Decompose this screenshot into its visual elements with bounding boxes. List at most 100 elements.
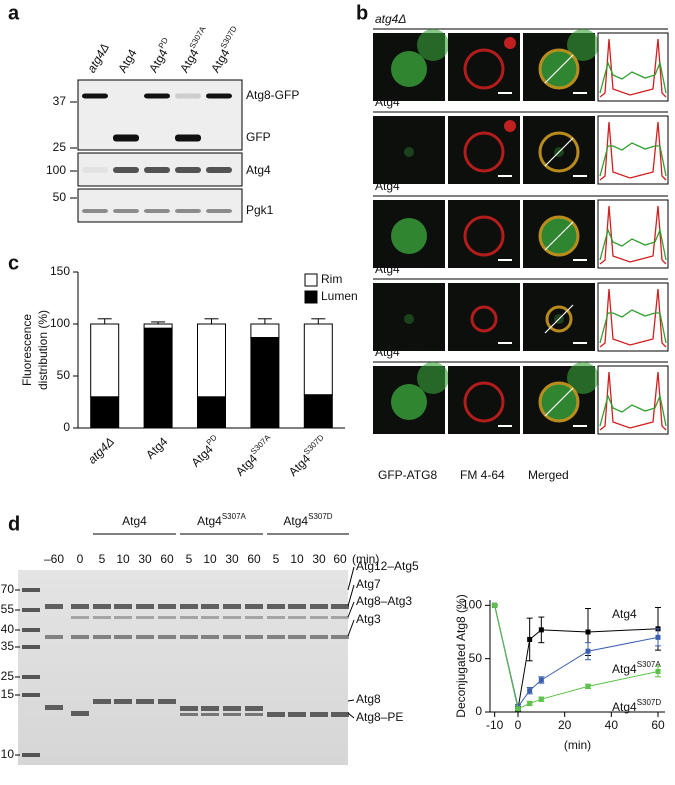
gel-band — [267, 712, 285, 717]
gel-band — [114, 604, 132, 609]
gel-band — [201, 713, 219, 716]
gel-band — [22, 628, 40, 632]
y-tick-label: 150 — [50, 264, 70, 278]
bar-segment — [143, 323, 173, 329]
band — [113, 209, 139, 213]
lane-label: 10 — [290, 552, 304, 566]
gel-band — [201, 635, 219, 639]
gel-band — [180, 635, 198, 639]
bar-segment — [250, 323, 280, 339]
x-tick-label: Atg4S307D — [285, 433, 331, 479]
marker-label: 25 — [1, 669, 15, 683]
gfp-signal — [391, 51, 427, 87]
profile-red — [599, 205, 667, 265]
lane-label: 60 — [333, 552, 347, 566]
x-tick-label: -10 — [486, 718, 504, 732]
profile-line — [544, 54, 574, 84]
band — [175, 134, 201, 142]
y-tick-label: 50 — [57, 368, 71, 382]
gel-band — [22, 675, 40, 679]
bar-segment — [197, 396, 226, 429]
profile-green — [599, 393, 667, 427]
lane-label: Atg4 — [115, 46, 140, 75]
lane-label: 60 — [160, 552, 174, 566]
lane-label-sup: S307D — [219, 24, 239, 50]
blot — [77, 79, 243, 151]
bar-segment — [250, 337, 280, 429]
profile-line — [544, 304, 574, 334]
panel-label: c — [8, 252, 19, 274]
band-leader — [347, 601, 355, 618]
x-tick-label: 20 — [558, 718, 572, 732]
x-tick-label-base: Atg4 — [189, 442, 217, 470]
lane-label: 5 — [99, 552, 106, 566]
profile-line — [544, 221, 574, 251]
gfp-signal — [391, 384, 427, 420]
group-label-sup: S307D — [308, 512, 333, 521]
group-label: Atg4S307A — [197, 512, 246, 528]
gel-band — [201, 616, 219, 619]
gfp-signal — [391, 218, 427, 254]
gel-band — [267, 604, 285, 609]
column-label: FM 4-64 — [460, 468, 505, 482]
gel-band — [71, 604, 89, 609]
band-leader — [347, 699, 355, 702]
gel-band — [45, 604, 63, 609]
series-label-sup: S307D — [637, 698, 662, 707]
micrograph — [523, 283, 595, 351]
band — [113, 167, 139, 173]
group-label: Atg4S307D — [283, 512, 332, 528]
y-axis-label: distribution (%) — [36, 310, 50, 390]
band — [206, 209, 232, 213]
gel-band — [93, 604, 111, 609]
band-leader — [347, 619, 355, 637]
panel-label: a — [8, 2, 20, 24]
micrograph — [448, 366, 520, 434]
band-label: Atg8 — [356, 692, 381, 706]
point — [527, 700, 533, 706]
gel-band — [93, 699, 111, 704]
gel-band — [245, 706, 263, 711]
fm-signal — [463, 131, 505, 173]
band — [206, 167, 232, 173]
series-label-base: Atg4 — [612, 700, 637, 714]
gel-band — [114, 635, 132, 639]
gel-band — [267, 616, 285, 619]
gel-band — [201, 706, 219, 711]
gel-band — [331, 616, 349, 619]
row-label: atg4Δ — [375, 12, 406, 26]
y-axis-label: Deconjugated Atg8 (%) — [454, 594, 468, 717]
x-tick-label: atg4Δ — [85, 434, 117, 466]
fm-signal — [463, 381, 505, 423]
profile-red — [599, 121, 667, 181]
x-tick-label-base: Atg4 — [286, 452, 314, 480]
band — [144, 93, 170, 99]
gel-band — [158, 635, 176, 639]
row-label: Atg4S307A — [375, 260, 424, 276]
gfp-signal — [404, 147, 414, 157]
gel-band — [45, 705, 63, 710]
group-label-base: Atg4 — [197, 514, 222, 528]
gel-band — [223, 706, 241, 711]
profile-red — [599, 288, 667, 348]
row-label-sup: S307D — [400, 343, 425, 352]
gel-band — [158, 604, 176, 609]
point — [655, 634, 661, 640]
gel-band — [71, 635, 89, 639]
gel-band — [310, 712, 328, 717]
gel-band — [158, 616, 176, 619]
lane-label: 30 — [225, 552, 239, 566]
gfp-signal — [567, 29, 599, 61]
gfp-signal — [417, 362, 449, 394]
gel-band — [180, 706, 198, 711]
band-label: Atg8-GFP — [246, 88, 299, 102]
gel-band — [22, 608, 40, 612]
marker-label: 15 — [1, 687, 15, 701]
marker-label: 35 — [1, 639, 15, 653]
point — [538, 696, 544, 702]
gel-band — [310, 616, 328, 619]
gel-band — [245, 604, 263, 609]
micrograph — [373, 283, 445, 351]
gel-band — [201, 604, 219, 609]
series-label-base: Atg4 — [612, 662, 637, 676]
